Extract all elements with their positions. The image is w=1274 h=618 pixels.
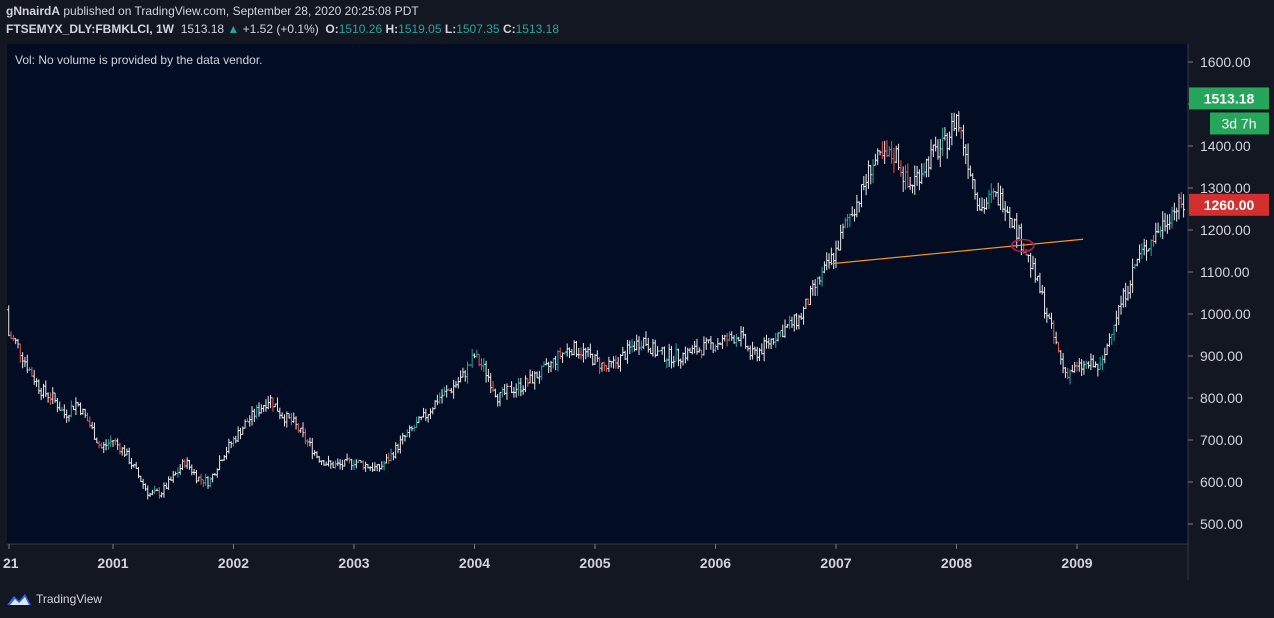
y-tick-label: 1400.00 — [1200, 138, 1251, 154]
trendline[interactable] — [832, 238, 1084, 265]
open-label: O: — [325, 22, 339, 36]
y-tick-label: 800.00 — [1200, 390, 1243, 406]
x-tick-label: 2001 — [97, 555, 128, 571]
last-price-tag — [1189, 87, 1269, 110]
published-text: published on TradingView.com, September … — [63, 4, 419, 18]
brand-name: TradingView — [36, 592, 103, 606]
close-value: 1513.18 — [515, 22, 559, 36]
highlight-ellipse[interactable] — [1011, 238, 1035, 253]
volume-note: Vol: No volume is provided by the data v… — [15, 53, 262, 67]
y-tick-label: 700.00 — [1200, 432, 1243, 448]
last-price-tag-value: 1513.18 — [1204, 90, 1255, 106]
x-tick-label: 2008 — [941, 555, 972, 571]
countdown-tag — [1210, 112, 1269, 135]
last-price: 1513.18 — [180, 22, 225, 36]
x-tick-label: 2007 — [820, 555, 851, 571]
high-value: 1519.05 — [398, 22, 442, 36]
x-tick-label: 2004 — [459, 555, 490, 571]
tradingview-logo-icon — [7, 594, 31, 605]
price-tags: 1513.18 3d 7h 1260.00 — [1189, 87, 1269, 216]
publish-header: gNnairdA published on TradingView.com, S… — [6, 4, 419, 18]
x-tick-label: 2002 — [218, 555, 249, 571]
alert-price-tag — [1189, 193, 1269, 216]
alert-price-tag-value: 1260.00 — [1204, 197, 1255, 213]
x-axis[interactable]: 21 2001 2002 2003 2004 2005 2006 2007 2008 2009 — [3, 544, 1093, 571]
plot-area[interactable] — [7, 44, 1188, 544]
low-label: L: — [444, 22, 457, 36]
ohlc-bars — [7, 111, 1186, 500]
high-label: H: — [385, 22, 399, 36]
open-value: 1510.26 — [338, 22, 383, 36]
x-tick-label: 2003 — [338, 555, 369, 571]
y-tick-label: 1000.00 — [1200, 306, 1251, 322]
y-tick-label: 1300.00 — [1200, 180, 1251, 196]
y-tick-label: 1600.00 — [1200, 54, 1251, 70]
close-label: C: — [502, 22, 516, 36]
drawings[interactable] — [832, 238, 1084, 265]
x-tick-label: 2009 — [1061, 555, 1092, 571]
countdown-tag-value: 3d 7h — [1221, 115, 1256, 131]
low-value: 1507.35 — [456, 22, 500, 36]
y-tick-label: 1100.00 — [1200, 264, 1250, 280]
up-arrow-icon: ▲ — [227, 22, 240, 36]
price-change: +1.52 (+0.1%) — [242, 22, 319, 36]
ohlc-bar — [1182, 194, 1186, 218]
y-tick-label: 500.00 — [1200, 516, 1243, 532]
x-tick-label: 2005 — [579, 555, 610, 571]
x-tick-label: 2006 — [700, 555, 731, 571]
x-tick-label: 21 — [3, 555, 19, 571]
author-name[interactable]: gNnairdA — [6, 4, 60, 18]
y-tick-label: 600.00 — [1200, 474, 1243, 490]
symbol-legend: FTSEMYX_DLY:FBMKLCI, 1W 1513.18 ▲ +1.52 … — [6, 22, 559, 36]
y-tick-label: 1200.00 — [1200, 222, 1251, 238]
y-tick-label: 900.00 — [1200, 348, 1243, 364]
symbol-name[interactable]: FTSEMYX_DLY:FBMKLCI, 1W — [6, 22, 175, 36]
tradingview-footer[interactable]: TradingView — [6, 592, 102, 606]
